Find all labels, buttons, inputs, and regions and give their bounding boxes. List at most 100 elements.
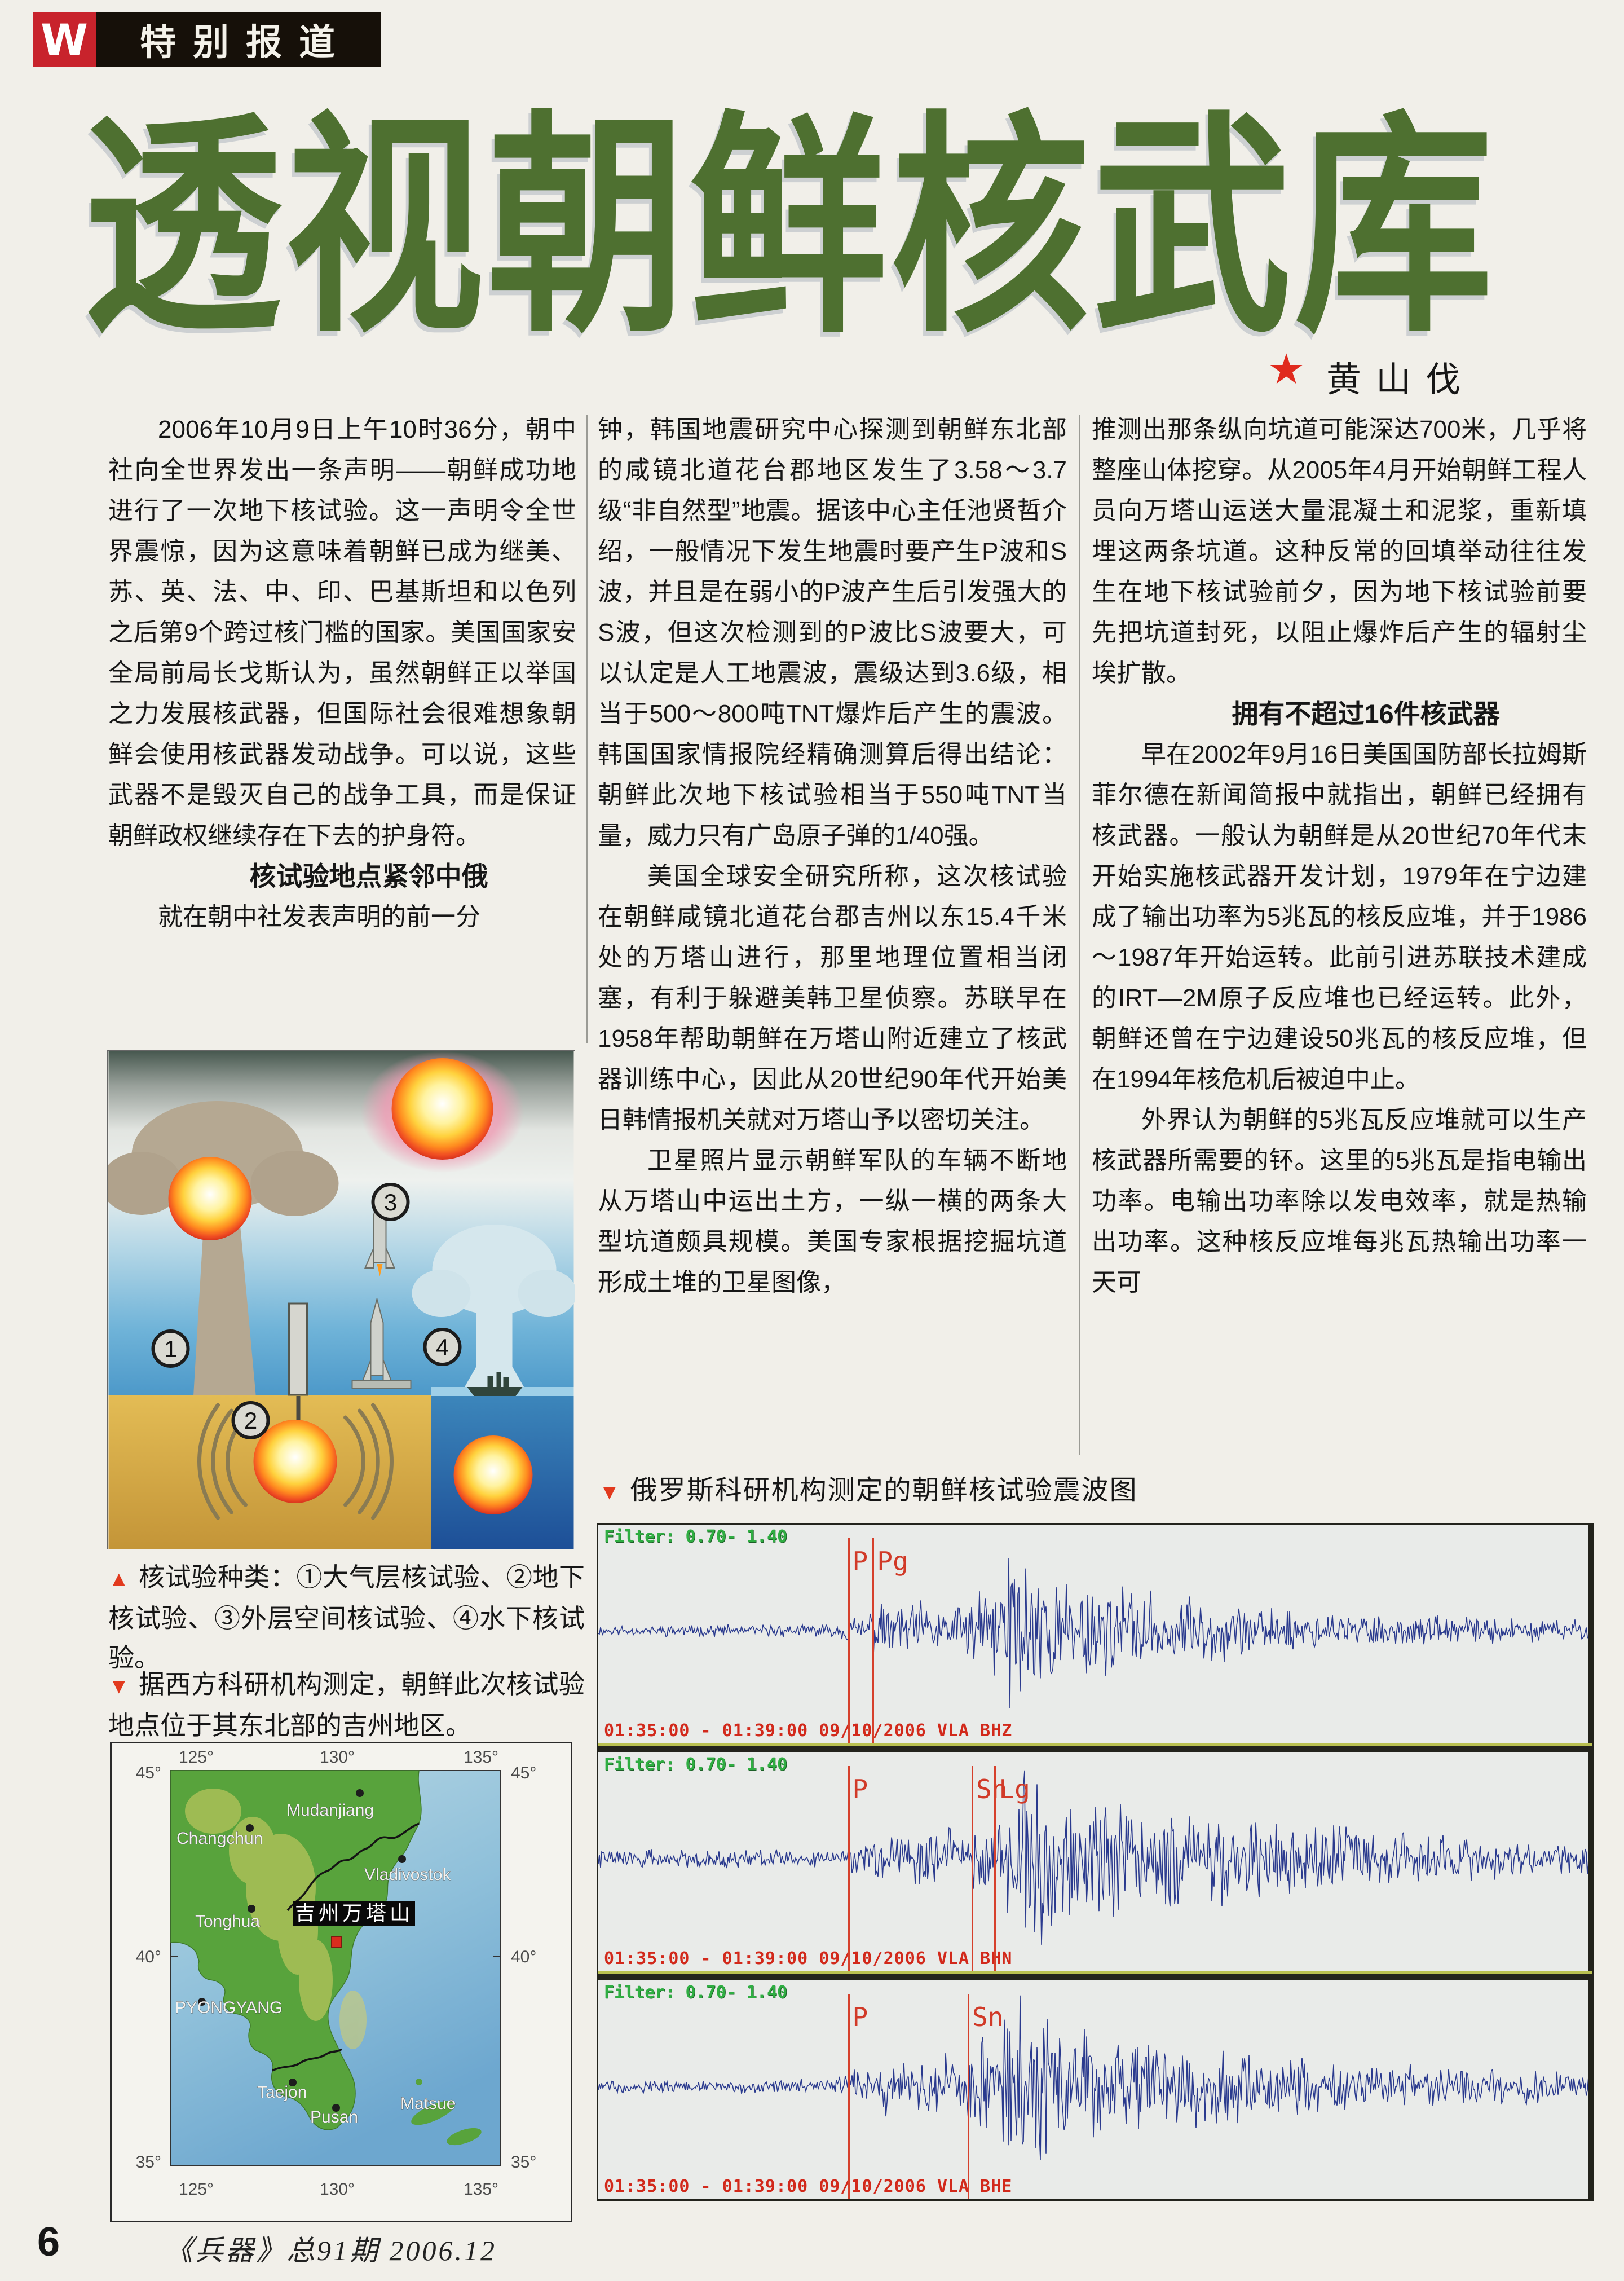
atmospheric-mushroom-cloud (100, 1101, 339, 1401)
coordinate-labels: 125° 130° 135° 125° 130° 135° 45° 40° 35… (136, 1748, 537, 2199)
badge-1: 1 (151, 1329, 190, 1368)
page-number: 6 (37, 2220, 60, 2265)
phase-label-sn: Sn (972, 2002, 1004, 2032)
column-middle: 钟，韩国地震研究中心探测到朝鲜东北部的咸镜北道花台郡地区发生了3.58～3.7级… (598, 409, 1067, 1303)
article-title: 透视朝鲜核武库 (83, 96, 1497, 359)
section-badge: W 特别报道 (33, 12, 381, 67)
seismogram-panel-bhz: Filter: 0.70- 1.40 01:35:00 - 01:39:00 0… (598, 1525, 1588, 1743)
badge-2: 2 (231, 1401, 270, 1439)
phase-label-pg: Pg (877, 1546, 908, 1577)
up-triangle-icon: ▲ (108, 1567, 130, 1591)
filter-label: Filter: 0.70- 1.40 (604, 1527, 788, 1547)
city-label-pyongyang: PYONGYANG (175, 1998, 283, 2017)
subheading-16-weapons: 拥有不超过16件核武器 (1232, 699, 1500, 729)
down-triangle-icon: ▼ (599, 1481, 621, 1504)
filter-label: Filter: 0.70- 1.40 (604, 1983, 788, 2002)
japan-island (447, 2128, 482, 2146)
badge-4: 4 (423, 1328, 462, 1366)
paragraph: 外界认为朝鲜的5兆瓦反应堆就可以生产核武器所需要的钚。这里的5兆瓦是指电输出功率… (1092, 1106, 1587, 1296)
svg-text:2: 2 (244, 1407, 257, 1434)
city-label-tonghua: Tonghua (195, 1912, 260, 1931)
nuclear-test-types-figure: 1 2 3 4 (100, 1050, 577, 1549)
city-label-mudanjiang: Mudanjiang (286, 1801, 374, 1820)
time-stamp: 01:35:00 - 01:39:00 09/10/2006 VLA BHZ (604, 1721, 1013, 1741)
phase-marker-line-sn (967, 1994, 969, 2199)
column-left: 2006年10月9日上午10时36分，朝中社向全世界发出一条声明——朝鲜成功地进… (108, 409, 576, 937)
filter-label: Filter: 0.70- 1.40 (604, 1755, 788, 1774)
phase-label-sn: Sn (976, 1774, 1008, 1804)
seismogram-panel-bhe: Filter: 0.70- 1.40 01:35:00 - 01:39:00 0… (598, 1980, 1588, 2199)
subheading-test-site: 核试验地点紧邻中俄 (249, 861, 488, 891)
svg-text:40°: 40° (511, 1948, 536, 1966)
svg-text:4: 4 (436, 1334, 449, 1360)
paragraph: 美国全球安全研究所称，这次核试验在朝鲜咸镜北道花台郡吉州以东15.4千米处的万塔… (598, 862, 1067, 1134)
city-label-changchun: Changchun (176, 1829, 263, 1848)
rocket-on-pad-icon (351, 1297, 412, 1389)
phase-marker-line-p (848, 1538, 850, 1743)
site-label-box (293, 1901, 415, 1926)
paragraph: 2006年10月9日上午10时36分，朝中社向全世界发出一条声明——朝鲜成功地进… (108, 416, 576, 849)
column-divider (586, 415, 588, 1043)
phase-label-p: P (852, 1774, 868, 1804)
section-label: 特别报道 (96, 12, 381, 67)
phase-marker-line-lg (994, 1766, 996, 1971)
column-right: 推测出那条纵向坑道可能深达700米，几乎将整座山体挖穿。从2005年4月开始朝鲜… (1092, 409, 1587, 1303)
svg-text:3: 3 (384, 1189, 397, 1216)
svg-text:135°: 135° (464, 1748, 498, 1767)
city-label-vladivostok: Vladivostok (364, 1865, 451, 1884)
seismogram-figure: Filter: 0.70- 1.40 01:35:00 - 01:39:00 0… (597, 1523, 1594, 2201)
phase-marker-line-sn (972, 1766, 973, 1971)
time-stamp: 01:35:00 - 01:39:00 09/10/2006 VLA BHE (604, 2177, 1013, 2196)
svg-text:125°: 125° (179, 1748, 214, 1767)
location-map-figure: Changchun Mudanjiang Vladivostok Tonghua… (110, 1742, 572, 2222)
city-label-taejon: Taejon (257, 2083, 307, 2102)
paragraph: 早在2002年9月16日美国国防部长拉姆斯菲尔德在新闻简报中就指出，朝鲜已经拥有… (1092, 741, 1587, 1093)
time-stamp: 01:35:00 - 01:39:00 09/10/2006 VLA BHN (604, 1949, 1013, 1969)
caption-text: 核试验种类：①大气层核试验、②地下核试验、③外层空间核试验、④水下核试验。 (108, 1563, 585, 1672)
figure-caption-map: ▼ 据西方科研机构测定，朝鲜此次核试验地点位于其东北部的吉州地区。 (108, 1665, 585, 1746)
seismogram-trace (598, 1770, 1588, 1945)
phase-marker-line-p (848, 1766, 850, 1971)
figure-caption-test-types: ▲ 核试验种类：①大气层核试验、②地下核试验、③外层空间核试验、④水下核试验。 (108, 1558, 585, 1678)
phase-label-p: P (852, 1546, 868, 1577)
column-divider (1079, 415, 1080, 1455)
panel-divider (598, 1743, 1592, 1752)
city-label-matsue: Matsue (400, 2094, 456, 2113)
underwater-mushroom-cloud (412, 1225, 577, 1390)
underground-test-fireball (253, 1420, 337, 1503)
magazine-logo-w: W (33, 12, 96, 67)
svg-text:35°: 35° (511, 2153, 536, 2172)
svg-text:35°: 35° (136, 2153, 161, 2172)
phase-label-lg: Lg (999, 1774, 1030, 1804)
city-dots (198, 1789, 406, 2112)
seismogram-trace (598, 1995, 1588, 2160)
svg-text:1: 1 (164, 1336, 177, 1362)
issue-info: 《兵器》总91期 2006.12 (165, 2235, 497, 2266)
test-shaft-tower (288, 1302, 308, 1396)
phase-label-p: P (852, 2002, 868, 2032)
paragraph: 钟，韩国地震研究中心探测到朝鲜东北部的咸镜北道花台郡地区发生了3.58～3.7级… (598, 416, 1067, 849)
phase-marker-line-p (848, 1994, 850, 2199)
korea-location-map: Changchun Mudanjiang Vladivostok Tonghua… (136, 1748, 537, 2199)
down-triangle-icon: ▼ (108, 1675, 130, 1698)
japan-island (411, 2101, 455, 2125)
figure-caption-seismogram: ▼ 俄罗斯科研机构测定的朝鲜核试验震波图 (599, 1468, 1591, 1507)
phase-marker-line-pg (872, 1538, 875, 1743)
paragraph: 就在朝中社发表声明的前一分 (158, 903, 480, 931)
paragraph: 卫星照片显示朝鲜军队的车辆不断地从万塔山中运出土方，一纵一横的两条大型坑道颇具规… (598, 1147, 1067, 1296)
national-border (286, 1822, 420, 1912)
star-icon: ★ (1268, 346, 1305, 393)
svg-text:45°: 45° (136, 1764, 161, 1782)
caption-text: 俄罗斯科研机构测定的朝鲜核试验震波图 (630, 1476, 1138, 1505)
svg-text:130°: 130° (320, 1748, 355, 1767)
seismogram-trace (598, 1558, 1588, 1708)
nuclear-test-types-illustration: 1 2 3 4 (100, 1051, 577, 1549)
seismogram-panel-bhn: Filter: 0.70- 1.40 01:35:00 - 01:39:00 0… (598, 1752, 1588, 1971)
test-site-marker (331, 1936, 342, 1948)
small-island (416, 2079, 422, 2085)
svg-text:125°: 125° (179, 2180, 214, 2199)
svg-text:45°: 45° (511, 1764, 536, 1782)
svg-text:40°: 40° (136, 1948, 161, 1966)
dmz-line (272, 2048, 343, 2072)
panel-divider (598, 1971, 1592, 1980)
